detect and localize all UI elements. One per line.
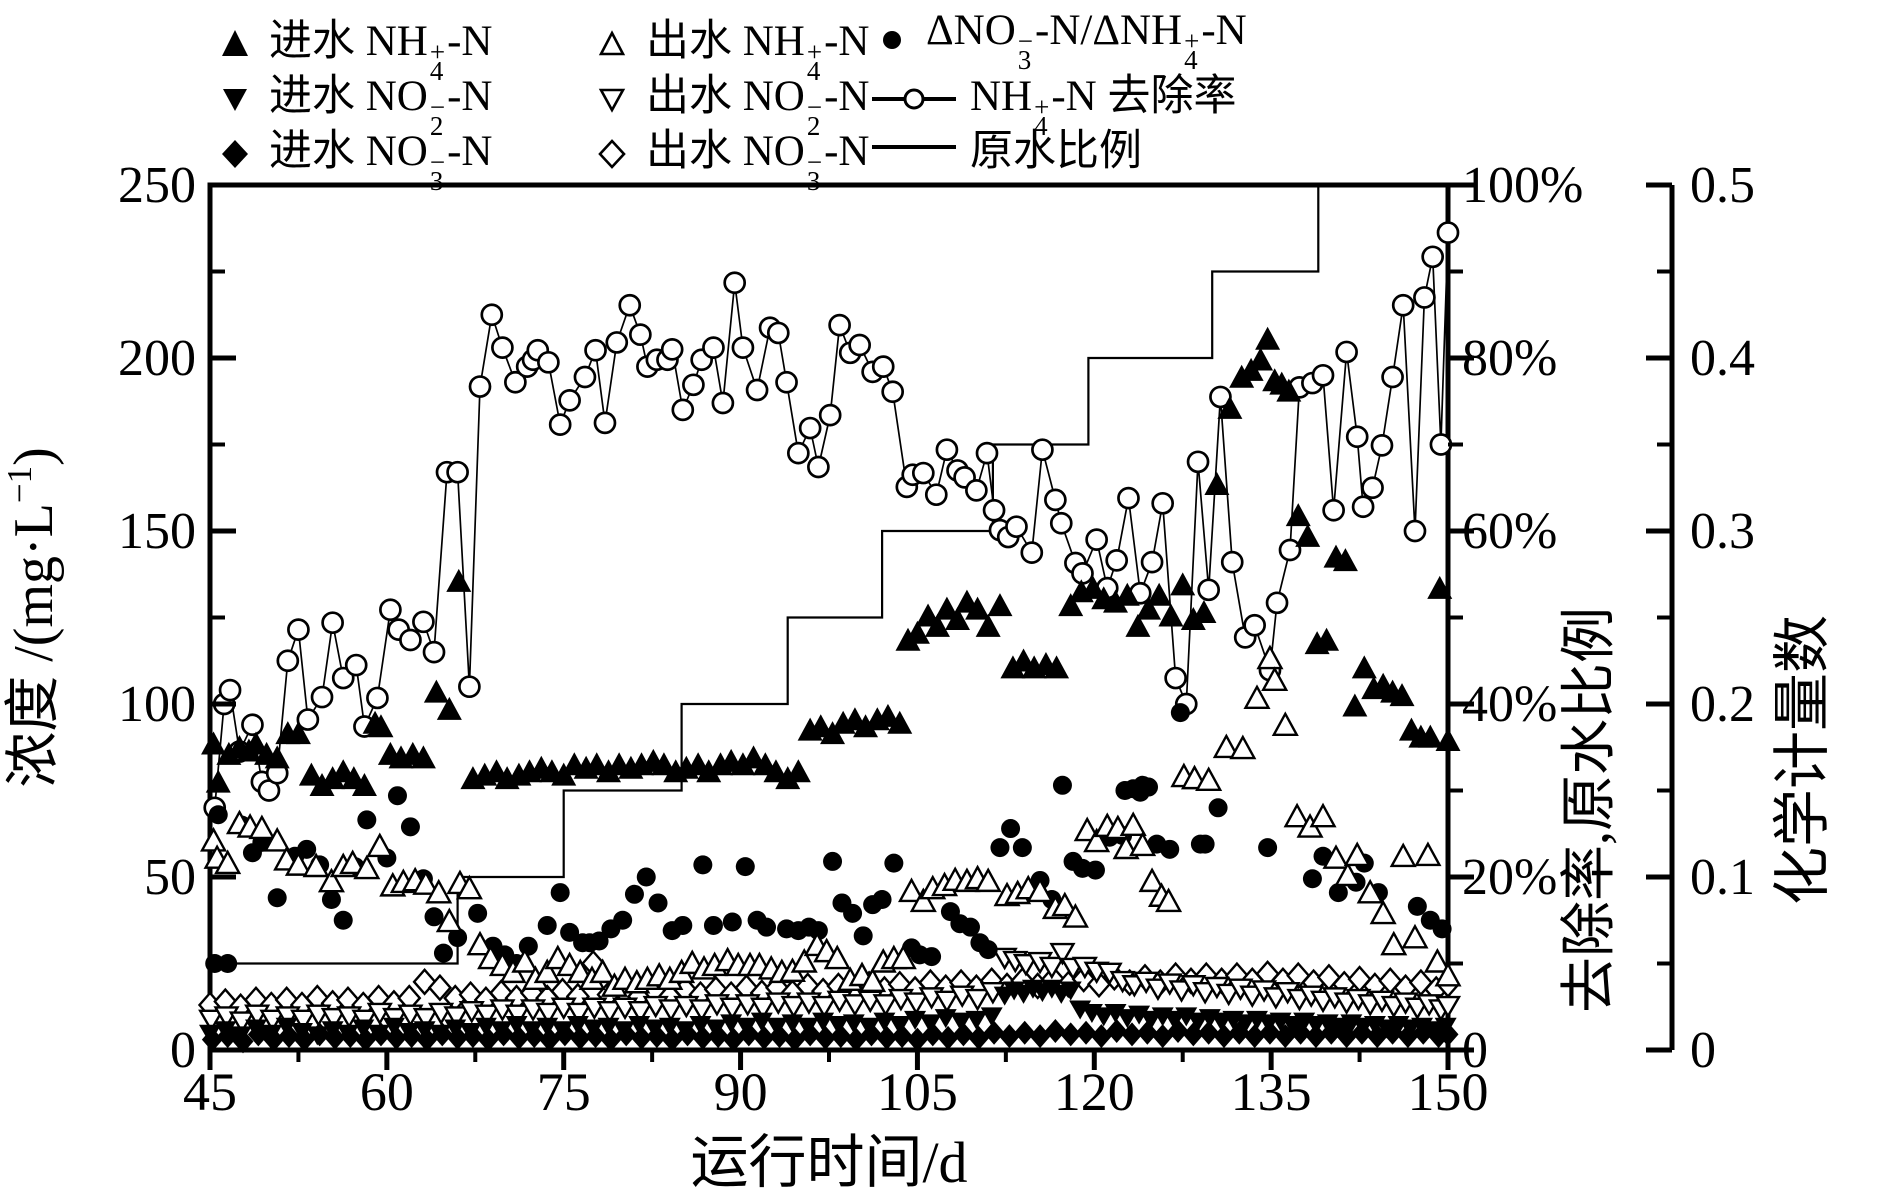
legend-label-nh4-removal-rate: NH +4 -N 去除率 [970, 73, 1237, 142]
svg-text:去除率,原水比例: 去除率,原水比例 [1559, 607, 1621, 1013]
svg-text:0.3: 0.3 [1690, 503, 1755, 560]
series-ratio-no3-nh4 [205, 703, 1452, 973]
y-axis-right-percent-title: 去除率,原水比例 [1559, 607, 1621, 1013]
x-axis: 45 60 75 90 105 120 135 150 [183, 1050, 1489, 1122]
svg-text:150: 150 [1408, 1062, 1489, 1122]
svg-text:0.5: 0.5 [1690, 157, 1755, 214]
legend-item-influent-nh4: 进水 NH +4 -N [215, 6, 493, 87]
svg-text:45: 45 [183, 1062, 237, 1122]
legend-marker-effluent-no3 [592, 134, 632, 174]
svg-text:0: 0 [170, 1022, 196, 1079]
legend-item-effluent-no3: 出水 NO −3 -N [592, 116, 870, 197]
legend-marker-effluent-nh4 [592, 24, 632, 64]
svg-text:200: 200 [118, 330, 196, 387]
legend-item-influent-no3: 进水 NO −3 -N [215, 116, 493, 197]
svg-text:120: 120 [1054, 1062, 1135, 1122]
svg-text:60%: 60% [1462, 503, 1557, 560]
triangle-up-open-icon [598, 30, 626, 56]
line-icon [872, 145, 956, 149]
legend-label-raw-water-ratio: 原水比例 [970, 128, 1142, 175]
series-influent-no3 [201, 1018, 1459, 1054]
triangle-down-open-icon [598, 88, 626, 113]
diamond-open-icon [598, 139, 626, 169]
svg-text:运行时间/d: 运行时间/d [690, 1130, 967, 1195]
svg-text:105: 105 [877, 1062, 958, 1122]
svg-text:60: 60 [360, 1062, 414, 1122]
y-axis-left: 0 50 100 150 200 250 [118, 157, 236, 1079]
legend-item-ratio-no3-nh4: ΔNO −3 -N/ΔNH +4 -N [872, 6, 1247, 76]
legend-item-effluent-nh4: 出水 NH +4 -N [592, 6, 870, 87]
svg-text:80%: 80% [1462, 330, 1557, 387]
svg-text:0: 0 [1462, 1022, 1488, 1079]
svg-text:50: 50 [144, 849, 196, 906]
line-circle-icon [872, 88, 956, 110]
svg-text:250: 250 [118, 157, 196, 214]
svg-text:150: 150 [118, 503, 196, 560]
series-raw-water-ratio [210, 183, 1448, 965]
legend-marker-ratio-no3-nh4 [872, 18, 912, 58]
svg-text:100%: 100% [1462, 157, 1583, 214]
y-axis-right-stoich: 0 0.1 0.2 0.3 0.4 0.5 [1646, 157, 1755, 1079]
legend-label-effluent-nh4: 出水 NH +4 -N [646, 18, 870, 87]
y-axis-left-title: 浓度 /(mg·L−1​) [0, 447, 65, 788]
legend-item-nh4-removal-rate: NH +4 -N 去除率 [872, 61, 1237, 142]
svg-text:0.4: 0.4 [1690, 330, 1755, 387]
diamond-filled-icon [222, 139, 248, 168]
x-axis-title: 运行时间/d [690, 1130, 967, 1195]
y-axis-right-percent: 0 20% 40% 60% 80% 100% [1448, 157, 1583, 1079]
legend-label-effluent-no2: 出水 NO −2 -N [646, 73, 870, 142]
svg-text:浓度 /(mg·L−1​): 浓度 /(mg·L−1​) [0, 447, 65, 788]
legend-label-influent-no3: 进水 NO −3 -N [269, 128, 493, 197]
legend-marker-influent-nh4 [215, 24, 255, 64]
legend-item-raw-water-ratio: 原水比例 [872, 116, 1142, 178]
legend-marker-nh4-removal-rate [872, 79, 956, 119]
legend-label-influent-nh4: 进水 NH +4 -N [269, 18, 493, 87]
svg-text:0.2: 0.2 [1690, 676, 1755, 733]
legend-marker-influent-no3 [215, 134, 255, 174]
svg-text:0.1: 0.1 [1690, 849, 1755, 906]
svg-text:0: 0 [1690, 1022, 1716, 1079]
legend-item-effluent-no2: 出水 NO −2 -N [592, 61, 870, 142]
triangle-up-filled-icon [222, 29, 248, 56]
series-influent-nh4 [201, 326, 1461, 797]
svg-text:100: 100 [118, 676, 196, 733]
svg-text:20%: 20% [1462, 849, 1557, 906]
triangle-down-filled-icon [223, 88, 247, 111]
legend-marker-effluent-no2 [592, 79, 632, 119]
legend-label-effluent-no3: 出水 NO −3 -N [646, 128, 870, 197]
legend-label-influent-no2: 进水 NO −2 -N [269, 73, 493, 142]
legend-marker-influent-no2 [215, 79, 255, 119]
svg-text:40%: 40% [1462, 676, 1557, 733]
svg-text:90: 90 [714, 1062, 768, 1122]
svg-text:135: 135 [1231, 1062, 1312, 1122]
svg-text:化学计量数: 化学计量数 [1770, 615, 1835, 905]
y-axis-right-stoich-title: 化学计量数 [1770, 615, 1835, 905]
series-effluent-nh4 [200, 644, 1462, 997]
legend-marker-raw-water-ratio [872, 127, 956, 167]
circle-filled-icon [883, 31, 901, 50]
legend-item-influent-no2: 进水 NO −2 -N [215, 61, 493, 142]
legend-label-ratio-no3-nh4: ΔNO −3 -N/ΔNH +4 -N [926, 7, 1247, 76]
svg-text:75: 75 [537, 1062, 591, 1122]
